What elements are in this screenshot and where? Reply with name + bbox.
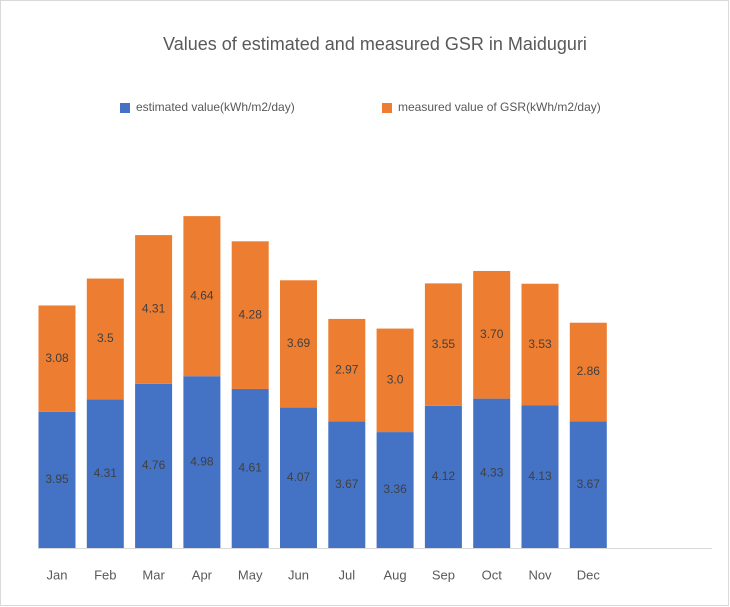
data-label: 3.53 xyxy=(528,337,552,351)
bar-segment xyxy=(424,405,462,548)
bar-segment xyxy=(183,216,221,377)
bar-segment xyxy=(86,399,124,548)
legend-label: estimated value(kWh/m2/day) xyxy=(136,100,295,114)
x-tick-label: Aug xyxy=(384,567,407,582)
bar-segment xyxy=(183,376,221,548)
bar-segment xyxy=(86,278,124,400)
legend-swatch xyxy=(382,103,392,113)
legend-label: measured value of GSR(kWh/m2/day) xyxy=(398,100,601,114)
x-tick-label: Nov xyxy=(528,567,552,582)
data-label: 4.31 xyxy=(94,466,118,480)
data-label: 4.28 xyxy=(239,307,263,321)
data-label: 4.98 xyxy=(190,454,214,468)
x-tick-label: Apr xyxy=(192,567,213,582)
data-label: 3.0 xyxy=(387,373,404,387)
data-label: 4.31 xyxy=(142,302,166,316)
data-label: 4.61 xyxy=(239,461,263,475)
bar-segment xyxy=(376,328,414,433)
data-label: 3.70 xyxy=(480,327,504,341)
bar-segment xyxy=(569,421,607,548)
data-label: 3.5 xyxy=(97,331,114,345)
data-label: 4.12 xyxy=(432,469,456,483)
bar-segment xyxy=(328,318,366,422)
data-label: 3.36 xyxy=(383,482,407,496)
bar-segment xyxy=(280,280,317,408)
chart-title: Values of estimated and measured GSR in … xyxy=(163,34,587,54)
x-tick-label: May xyxy=(238,567,263,582)
data-label: 3.55 xyxy=(432,337,456,351)
bar-segment xyxy=(569,322,607,422)
data-label: 3.08 xyxy=(45,351,69,365)
bar-segment xyxy=(231,388,269,548)
bar-segment xyxy=(135,383,173,548)
bar-segment xyxy=(231,241,269,389)
data-label: 3.67 xyxy=(577,477,601,491)
x-tick-label: Sep xyxy=(432,567,455,582)
x-tick-label: Dec xyxy=(577,567,601,582)
bar-segment xyxy=(473,270,511,399)
data-label: 2.97 xyxy=(335,362,359,376)
bar-segment xyxy=(521,405,559,548)
data-label: 4.33 xyxy=(480,465,504,479)
x-tick-label: Feb xyxy=(94,567,116,582)
x-tick-label: Mar xyxy=(142,567,165,582)
data-label: 4.76 xyxy=(142,458,166,472)
bar-segment xyxy=(521,283,559,406)
bar-segment xyxy=(38,305,76,412)
bar-segment xyxy=(376,432,414,548)
data-label: 4.13 xyxy=(528,469,552,483)
bar-segment xyxy=(38,411,76,548)
data-label: 3.69 xyxy=(287,336,311,350)
bar-segment xyxy=(280,407,317,548)
bar-segment xyxy=(424,283,462,406)
x-tick-label: Oct xyxy=(482,567,503,582)
bar-segment xyxy=(135,235,173,384)
data-label: 2.86 xyxy=(577,364,601,378)
x-tick-label: Jul xyxy=(338,567,355,582)
bar-segment xyxy=(473,398,511,548)
data-label: 4.64 xyxy=(190,288,214,302)
x-tick-label: Jan xyxy=(47,567,68,582)
data-label: 3.67 xyxy=(335,477,359,491)
data-label: 3.95 xyxy=(45,472,69,486)
data-label: 4.07 xyxy=(287,470,311,484)
x-tick-label: Jun xyxy=(288,567,309,582)
legend-swatch xyxy=(120,103,130,113)
bar-segment xyxy=(328,421,366,548)
